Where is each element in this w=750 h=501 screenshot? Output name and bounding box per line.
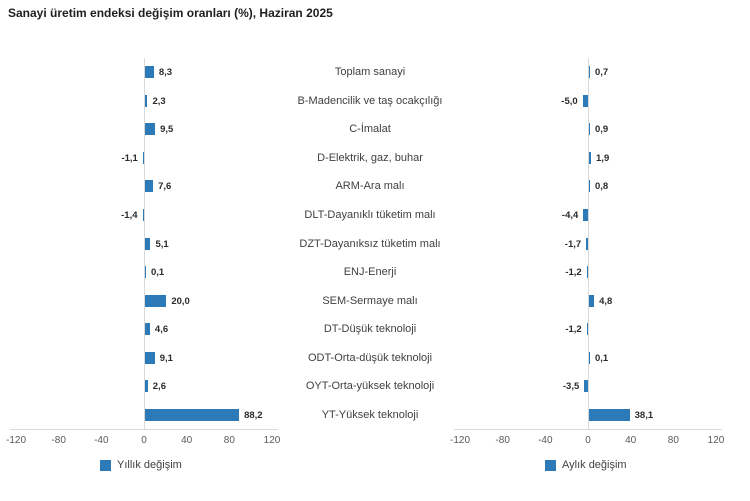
value-label: 4,8 [599,295,613,307]
x-axis-line [10,429,278,430]
legend-label-monthly: Aylık değişim [562,459,627,471]
legend-swatch-monthly [545,459,556,471]
axis-tick-label: 40 [625,435,637,446]
category-label: SEM-Sermaye malı [322,294,418,307]
axis-tick-label: 120 [263,435,281,446]
category-label: ARM-Ara malı [335,180,405,193]
bar-left-1 [145,94,148,107]
category-label: YT-Yüksek teknoloji [321,408,419,421]
bar-left-4 [145,180,154,193]
value-label: 5,1 [155,238,169,250]
axis-tick-label: 80 [667,435,679,446]
value-label: -1,2 [565,324,582,336]
value-label: 8,3 [158,67,173,79]
category-label: D-Elektrik, gaz, buhar [317,151,423,164]
bar-right-0 [589,66,590,79]
value-label: 0,1 [595,352,609,364]
axis-tick-label: 80 [223,435,235,446]
bar-left-8 [145,294,167,307]
axis-tick-label: 0 [585,435,591,446]
axis-tick-label: -80 [495,435,510,446]
bar-left-2 [145,123,156,136]
value-label: -1,1 [121,152,138,164]
bar-left-9 [145,323,150,336]
value-label: 20,0 [171,295,190,307]
value-label: 0,1 [151,267,165,279]
bar-left-7 [145,266,146,279]
axis-tick-label: -40 [94,435,109,446]
value-label: -1,4 [121,209,138,221]
bar-right-9 [586,323,588,336]
bar-left-11 [145,380,148,393]
axis-tick-label: -120 [449,435,470,446]
legend-annual-change: Yıllık değişim [100,459,182,471]
legend-monthly-change: Aylık değişim [545,459,627,471]
category-label: C-İmalat [349,123,391,136]
category-label: ENJ-Enerji [343,266,397,279]
bar-left-10 [145,351,155,364]
bar-right-1 [582,94,588,107]
bar-right-10 [589,351,590,364]
bar-right-4 [589,180,590,193]
value-label: -3,5 [562,381,580,393]
value-label: 0,7 [595,67,609,79]
category-label: ODT-Orta-düşük teknoloji [307,351,433,364]
value-label: 2,3 [152,95,166,107]
axis-tick-label: 0 [141,435,147,446]
category-label: B-Madencilik ve taş ocakçılığı [297,94,443,107]
value-label: 88,2 [244,409,263,421]
axis-tick-label: 40 [181,435,193,446]
bar-left-0 [145,66,154,79]
legend-swatch-annual [100,459,111,471]
axis-tick-label: -120 [5,435,26,446]
bar-left-3 [142,151,144,164]
category-label: DLT-Dayanıklı tüketim malı [304,208,436,221]
value-label: -4,4 [561,209,579,221]
bar-right-3 [589,151,592,164]
value-label: 9,1 [159,352,173,364]
bar-right-5 [583,208,588,221]
value-label: 1,9 [596,152,610,164]
zero-baseline [144,58,145,429]
value-label: -1,7 [564,238,582,250]
bar-left-6 [145,237,151,250]
value-label: 7,6 [158,181,172,193]
category-label: DT-Düşük teknoloji [323,323,417,336]
category-label: Toplam sanayi [334,66,406,79]
bar-left-5 [142,208,144,221]
zero-baseline [588,58,589,429]
value-label: 2,6 [152,381,166,393]
value-label: 38,1 [634,409,654,421]
value-label: -1,2 [565,267,582,279]
bar-right-12 [589,408,630,421]
value-label: 0,8 [595,181,609,193]
axis-tick-label: 120 [707,435,725,446]
legend-label-annual: Yıllık değişim [117,459,182,471]
value-label: -5,0 [561,95,578,107]
category-label: DZT-Dayanıksız tüketim malı [299,237,441,250]
bar-right-11 [584,380,588,393]
bar-right-2 [589,123,590,136]
value-label: 9,5 [160,124,174,136]
value-label: 0,9 [595,124,609,136]
bar-right-6 [586,237,588,250]
bar-right-8 [589,294,595,307]
category-label: OYT-Orta-yüksek teknoloji [305,380,435,393]
x-axis-line [454,429,722,430]
axis-tick-label: -80 [51,435,66,446]
bar-right-7 [586,266,588,279]
page-title: Sanayi üretim endeksi değişim oranları (… [8,6,333,20]
axis-tick-label: -40 [538,435,553,446]
value-label: 4,6 [154,324,169,336]
bar-left-12 [145,408,240,421]
